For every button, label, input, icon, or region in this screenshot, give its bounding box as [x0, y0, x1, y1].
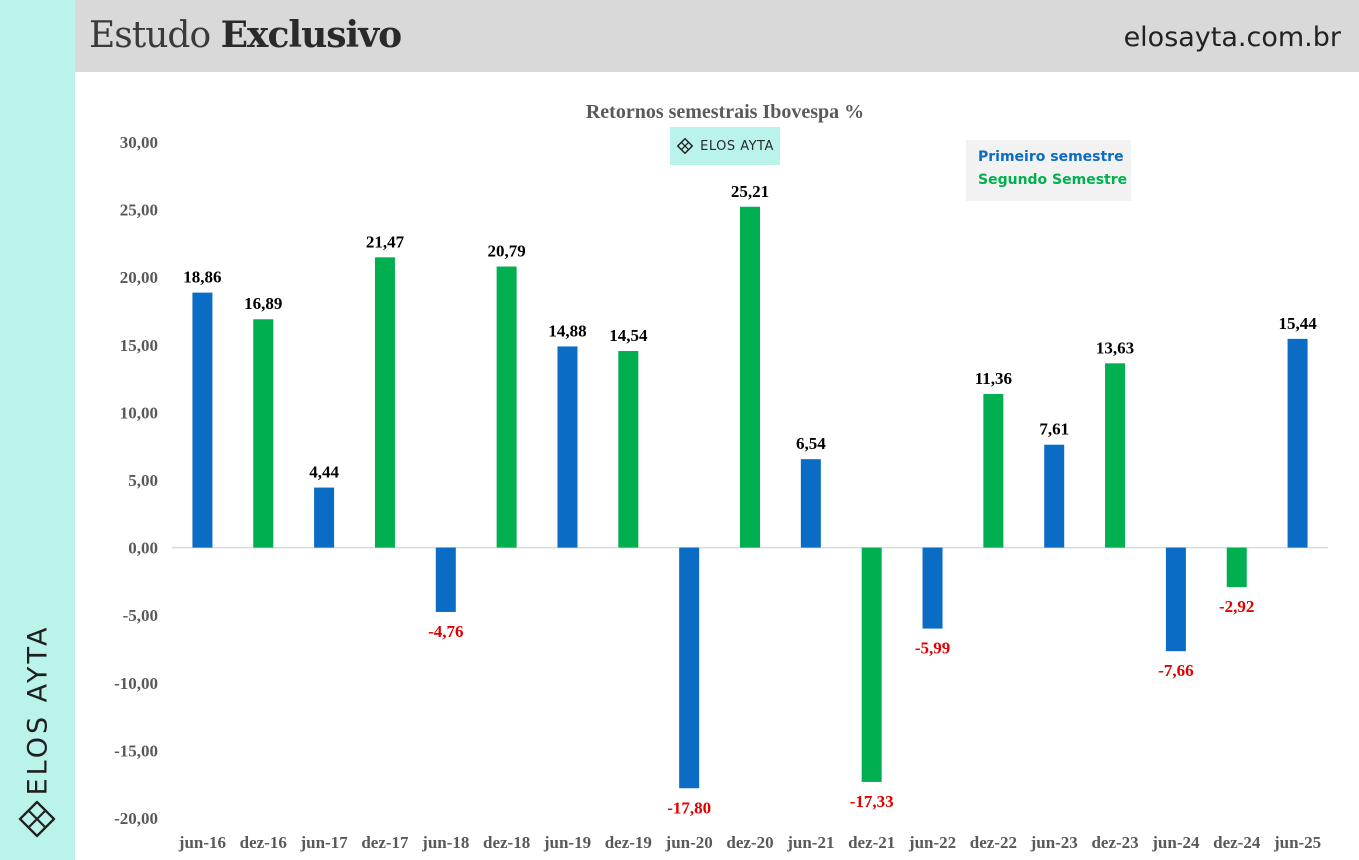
data-label: 25,21	[731, 182, 769, 201]
data-label: 4,44	[309, 463, 339, 482]
x-tick-label: jun-17	[299, 833, 348, 852]
x-tick-label: jun-18	[421, 833, 469, 852]
bar	[618, 351, 639, 548]
header-bar: Estudo Exclusivo elosayta.com.br	[75, 0, 1359, 72]
bar	[800, 459, 821, 548]
bar	[192, 292, 213, 548]
x-tick-label: jun-21	[786, 833, 834, 852]
chart-title: Retornos semestrais Ibovespa %	[586, 101, 864, 123]
data-label: -2,92	[1219, 597, 1254, 616]
x-tick-label: dez-21	[848, 833, 895, 852]
y-tick-label: -20,00	[114, 809, 158, 828]
y-tick-label: 30,00	[120, 133, 158, 152]
y-tick-label: 5,00	[128, 471, 158, 490]
bar	[679, 547, 700, 789]
bar	[922, 547, 943, 629]
brand-title: Estudo Exclusivo	[89, 14, 403, 56]
bar	[253, 319, 274, 548]
bar	[1287, 338, 1308, 548]
bar	[557, 346, 578, 548]
y-tick-label: -10,00	[114, 674, 158, 693]
bar	[1165, 547, 1186, 652]
x-tick-label: jun-16	[178, 833, 226, 852]
legend: Primeiro semestre Segundo Semestre	[966, 140, 1131, 201]
data-label: -17,80	[667, 798, 711, 817]
data-label: 21,47	[366, 232, 405, 251]
bar	[1226, 547, 1247, 588]
brand-regular: Estudo	[89, 15, 211, 56]
y-tick-label: -15,00	[114, 741, 158, 760]
x-tick-label: dez-20	[726, 833, 773, 852]
data-label: -7,66	[1158, 661, 1193, 680]
data-label: 20,79	[488, 242, 526, 261]
y-tick-label: 20,00	[120, 268, 158, 287]
bar	[1105, 363, 1126, 548]
y-tick-label: 0,00	[128, 539, 158, 558]
data-label: 11,36	[975, 369, 1012, 388]
mini-logo: ELOS AYTA	[670, 127, 780, 165]
data-label: -17,33	[850, 792, 894, 811]
data-label: -4,76	[428, 622, 463, 641]
data-label: 7,61	[1039, 420, 1069, 439]
y-tick-label: 10,00	[120, 403, 158, 422]
x-tick-label: dez-19	[605, 833, 652, 852]
x-tick-label: dez-18	[483, 833, 530, 852]
lattice-logo-icon	[676, 137, 694, 155]
x-tick-label: dez-17	[361, 833, 409, 852]
data-label: 6,54	[796, 434, 826, 453]
bar	[496, 266, 517, 548]
x-tick-label: jun-25	[1273, 833, 1321, 852]
x-tick-label: jun-24	[1151, 833, 1200, 852]
x-tick-label: jun-19	[543, 833, 591, 852]
bar	[435, 547, 456, 612]
y-tick-label: -5,00	[123, 606, 158, 625]
brand-bold: Exclusivo	[220, 14, 403, 56]
site-url: elosayta.com.br	[1123, 22, 1341, 53]
bar	[1044, 444, 1065, 548]
side-strip	[0, 0, 75, 860]
lattice-logo-icon	[18, 800, 56, 838]
data-label: 18,86	[183, 268, 221, 287]
bar	[740, 206, 760, 548]
y-tick-label: 25,00	[120, 201, 158, 220]
bar	[374, 257, 395, 548]
data-label: 15,44	[1278, 314, 1317, 333]
x-tick-label: dez-23	[1091, 833, 1138, 852]
x-tick-label: dez-22	[970, 833, 1017, 852]
x-tick-label: dez-16	[240, 833, 287, 852]
bar	[314, 487, 335, 548]
data-label: 14,88	[548, 321, 586, 340]
y-tick-label: 15,00	[120, 336, 158, 355]
mini-logo-text: ELOS AYTA	[700, 138, 774, 154]
legend-first-semester: Primeiro semestre	[978, 149, 1124, 165]
x-tick-label: jun-23	[1030, 833, 1078, 852]
data-label: 14,54	[609, 326, 648, 345]
bar	[983, 394, 1004, 548]
data-label: -5,99	[915, 639, 950, 658]
data-label: 16,89	[244, 294, 282, 313]
x-tick-label: jun-22	[908, 833, 956, 852]
bar	[861, 547, 882, 782]
x-tick-label: jun-20	[665, 833, 713, 852]
x-tick-label: dez-24	[1213, 833, 1261, 852]
legend-second-semester: Segundo Semestre	[978, 172, 1128, 188]
data-label: 13,63	[1096, 338, 1134, 357]
